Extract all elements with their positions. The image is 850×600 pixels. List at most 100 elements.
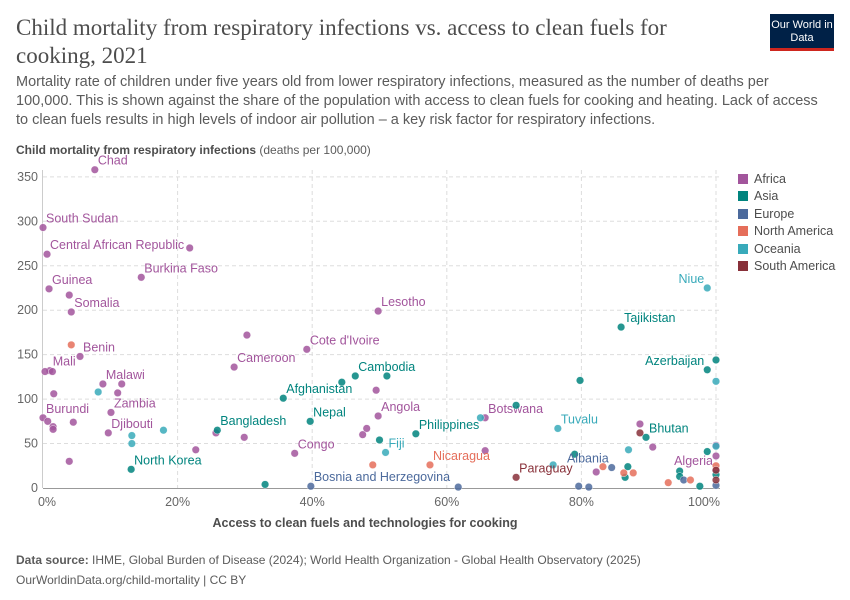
data-point-oceania <box>127 431 136 440</box>
legend-item[interactable]: South America <box>738 258 835 276</box>
point-label: Angola <box>381 400 420 414</box>
legend-swatch <box>738 226 748 237</box>
y-axis-unit: (deaths per 100,000) <box>259 143 371 157</box>
source-label: Data source: <box>16 553 89 567</box>
legend-item[interactable]: Oceania <box>738 240 835 258</box>
point-label: Algeria <box>674 454 713 468</box>
legend: Africa Asia Europe North America Oceania Sout… <box>738 170 835 275</box>
data-point-africa <box>137 273 146 282</box>
point-label: Malawi <box>106 368 145 382</box>
point-label: North Korea <box>134 453 201 467</box>
y-tick-label: 100 <box>17 392 38 406</box>
data-point-asia <box>261 480 270 489</box>
point-label: Philippines <box>419 418 479 432</box>
data-point-north-america <box>664 478 673 487</box>
data-point-africa <box>240 433 249 442</box>
data-point-africa <box>302 345 311 354</box>
point-label: Cambodia <box>358 360 415 374</box>
x-tick-label: 100% <box>688 495 720 509</box>
x-axis-title: Access to clean fuels and technologies f… <box>212 516 518 530</box>
point-label: Albania <box>567 452 609 466</box>
data-point-africa <box>362 424 371 433</box>
data-point-africa <box>374 307 383 316</box>
point-label: Chad <box>98 154 128 168</box>
point-label: Paraguay <box>519 461 573 475</box>
y-tick-label: 200 <box>17 303 38 317</box>
data-point-oceania <box>553 424 562 433</box>
data-point-oceania <box>381 448 390 457</box>
data-point-africa <box>117 379 126 388</box>
x-tick-label: 80% <box>569 495 594 509</box>
legend-swatch <box>738 243 748 254</box>
y-tick-label: 150 <box>17 348 38 362</box>
data-point-africa <box>372 386 381 395</box>
data-point-africa <box>49 389 58 398</box>
data-point-africa <box>592 467 601 476</box>
x-tick-label: 40% <box>300 495 325 509</box>
data-point-oceania <box>127 439 136 448</box>
legend-label: Europe <box>754 206 795 221</box>
data-point-north-america <box>629 468 638 477</box>
y-tick-label: 0 <box>31 481 38 495</box>
point-label: Somalia <box>74 296 119 310</box>
legend-item[interactable]: North America <box>738 223 835 241</box>
url-license[interactable]: OurWorldinData.org/child-mortality | CC … <box>16 573 247 587</box>
data-point-africa <box>230 363 239 372</box>
data-point-north-america <box>619 468 628 477</box>
data-point-africa <box>43 250 52 259</box>
data-point-north-america <box>368 460 377 469</box>
chart-title: Child mortality from respiratory infecti… <box>16 15 667 68</box>
data-point-oceania <box>703 283 712 292</box>
data-point-asia <box>213 426 222 435</box>
owid-logo[interactable]: Our World in Data <box>770 14 834 51</box>
point-label: Tuvalu <box>561 412 598 426</box>
legend-item[interactable]: Asia <box>738 188 835 206</box>
point-label: Lesotho <box>381 295 426 309</box>
y-axis-label: Child mortality from respiratory infecti… <box>16 143 257 157</box>
data-point-asia <box>712 355 721 364</box>
point-label: Djibouti <box>111 417 153 431</box>
data-point-asia <box>306 417 315 426</box>
data-point-oceania <box>712 442 721 451</box>
legend-swatch <box>738 208 748 219</box>
point-label: Cote d'Ivoire <box>310 333 380 347</box>
data-point-oceania <box>94 387 103 396</box>
point-label: Bhutan <box>649 421 689 435</box>
data-point-africa <box>43 417 52 426</box>
data-point-south-america <box>712 466 721 475</box>
point-label: Fiji <box>389 436 405 450</box>
data-point-north-america <box>425 460 434 469</box>
data-point-asia <box>512 401 521 410</box>
data-point-asia <box>351 371 360 380</box>
data-point-africa <box>358 430 367 439</box>
data-point-asia <box>617 323 626 332</box>
legend-item[interactable]: Europe <box>738 205 835 223</box>
point-label: Mali <box>53 355 76 369</box>
y-tick-label: 50 <box>24 437 38 451</box>
data-point-africa <box>90 165 99 174</box>
data-point-africa <box>648 443 657 452</box>
data-point-africa <box>98 379 107 388</box>
point-label: Zambia <box>114 396 156 410</box>
data-point-europe <box>607 463 616 472</box>
data-point-europe <box>679 475 688 484</box>
legend-item[interactable]: Africa <box>738 170 835 188</box>
point-label: Tajikistan <box>624 311 675 325</box>
y-axis-title: Child mortality from respiratory infecti… <box>16 143 371 157</box>
y-tick-label: 300 <box>17 214 38 228</box>
data-point-oceania <box>624 445 633 454</box>
y-tick-label: 250 <box>17 259 38 273</box>
point-label: Benin <box>83 340 115 354</box>
legend-swatch <box>738 261 748 272</box>
data-point-south-america <box>712 475 721 484</box>
source-text: IHME, Global Burden of Disease (2024); W… <box>92 553 641 567</box>
footer: Data source: IHME, Global Burden of Dise… <box>16 550 641 590</box>
data-point-asia <box>703 447 712 456</box>
data-point-africa <box>45 284 54 293</box>
x-tick-label: 0% <box>38 495 56 509</box>
legend-swatch <box>738 173 748 184</box>
point-label: Burundi <box>46 402 89 416</box>
point-label: Afghanistan <box>286 382 352 396</box>
data-point-oceania <box>712 377 721 386</box>
